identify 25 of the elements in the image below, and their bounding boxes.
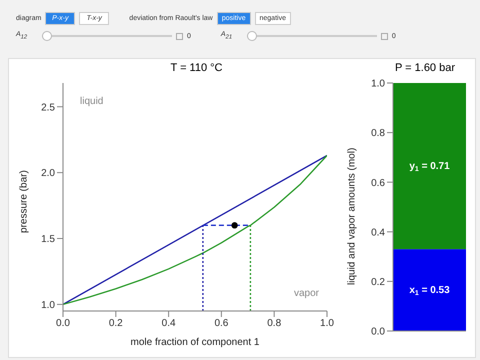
y-tick-label: 0.8 [371, 128, 386, 140]
chart-title: P = 1.60 bar [394, 62, 456, 74]
y-tick-label: 0.4 [371, 227, 386, 238]
y-tick-label: 0.2 [371, 276, 386, 288]
annotation: vapor [294, 288, 319, 299]
y-axis-title: liquid and vapor amounts (mol) [346, 148, 358, 285]
annotation: x$_{1}$ = 0.53 [409, 284, 450, 298]
x-axis-title: mole fraction of component 1 [130, 337, 260, 348]
y-tick-label: 0.0 [371, 326, 386, 338]
chart-title: T = 110 °C [170, 62, 222, 74]
x-tick-label: 0.0 [56, 318, 70, 330]
annotation: y$_{1}$ = 0.71 [409, 160, 450, 174]
x-tick-label: 1.0 [320, 318, 334, 330]
x-tick-label: 0.8 [267, 318, 282, 330]
y-tick-label: 0.6 [371, 178, 386, 189]
y-tick-label: 1.0 [41, 300, 56, 311]
x-tick-label: 0.6 [214, 318, 229, 330]
y-tick-label: 2.5 [41, 102, 56, 114]
y-tick-label: 1.5 [41, 234, 56, 246]
y-tick-label: 1.0 [371, 78, 386, 90]
y-axis-title: pressure (bar) [18, 170, 30, 233]
annotation: liquid [80, 96, 104, 107]
x-tick-label: 0.4 [162, 318, 176, 330]
x-tick-label: 0.2 [108, 318, 124, 330]
y-tick-label: 2.0 [41, 168, 56, 180]
